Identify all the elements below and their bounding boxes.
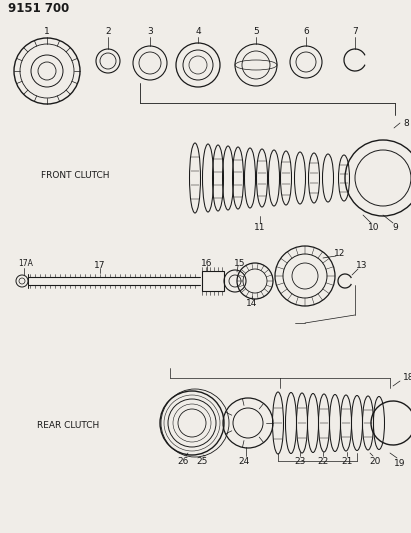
Text: 22: 22 xyxy=(317,457,329,466)
Text: REAR CLUTCH: REAR CLUTCH xyxy=(37,422,99,431)
Text: 10: 10 xyxy=(368,223,380,232)
Text: 7: 7 xyxy=(352,28,358,36)
Text: 23: 23 xyxy=(294,457,306,466)
Text: 19: 19 xyxy=(394,458,406,467)
Text: FRONT CLUTCH: FRONT CLUTCH xyxy=(41,171,109,180)
Text: 11: 11 xyxy=(254,223,266,232)
Text: 16: 16 xyxy=(201,259,213,268)
Text: 15: 15 xyxy=(234,259,246,268)
Text: 17A: 17A xyxy=(18,259,33,268)
Text: 2: 2 xyxy=(105,28,111,36)
Text: 24: 24 xyxy=(238,457,249,466)
Text: 12: 12 xyxy=(334,248,346,257)
Text: 17: 17 xyxy=(94,261,106,270)
Text: 8: 8 xyxy=(403,118,409,127)
Text: 13: 13 xyxy=(356,262,368,271)
Text: 9151 700: 9151 700 xyxy=(8,3,69,15)
Text: 9: 9 xyxy=(392,223,398,232)
Text: 4: 4 xyxy=(195,28,201,36)
Bar xyxy=(202,271,224,291)
Text: 20: 20 xyxy=(369,457,381,466)
Text: 18: 18 xyxy=(403,374,411,383)
Text: 14: 14 xyxy=(246,298,258,308)
Text: 25: 25 xyxy=(196,457,208,466)
Text: 5: 5 xyxy=(253,28,259,36)
Text: 3: 3 xyxy=(147,28,153,36)
Text: 1: 1 xyxy=(44,28,50,36)
Text: 21: 21 xyxy=(341,457,353,466)
Text: 26: 26 xyxy=(177,456,189,465)
Text: 6: 6 xyxy=(303,28,309,36)
